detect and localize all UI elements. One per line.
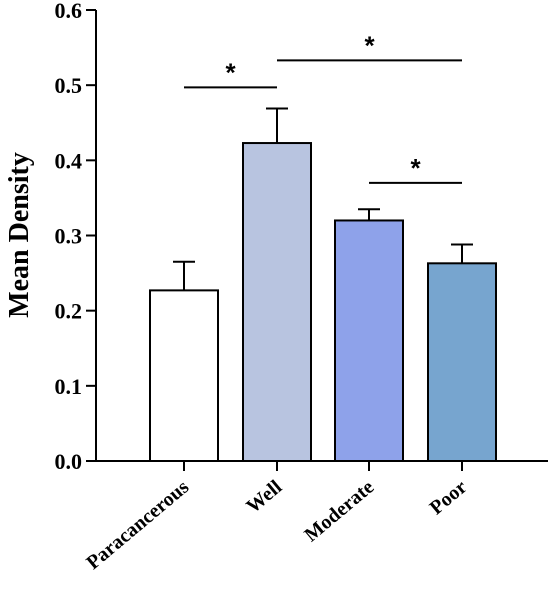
y-axis: 0.0 0.1 0.2 0.3 0.4 0.5 0.6: [55, 0, 97, 474]
bar-paracancerous: [149, 289, 219, 462]
bar-poor: [427, 262, 497, 463]
y-tick-label: 0.0: [55, 449, 83, 474]
bars: [149, 142, 497, 463]
y-tick-label: 0.3: [55, 224, 83, 249]
y-tick-label: 0.2: [55, 299, 83, 324]
y-axis-title: Mean Density: [4, 152, 35, 318]
error-bars: [173, 107, 473, 291]
y-tick-label: 0.1: [55, 374, 83, 399]
y-tick-label: 0.5: [55, 73, 83, 98]
y-tick-label: 0.6: [55, 0, 83, 23]
significance-brackets: * * *: [184, 30, 462, 184]
significance-star: *: [225, 57, 236, 87]
x-tick-label: Moderate: [300, 476, 378, 546]
x-axis: Paracancerous Well Moderate Poor: [82, 460, 548, 574]
x-tick-label: Well: [242, 476, 286, 518]
significance-star: *: [364, 30, 375, 60]
x-tick-label: Paracancerous: [82, 476, 193, 574]
bar-well: [242, 142, 312, 462]
y-tick-label: 0.4: [55, 148, 83, 173]
significance-star: *: [410, 153, 421, 183]
x-tick-label: Poor: [426, 476, 472, 519]
bar-moderate: [334, 219, 404, 462]
